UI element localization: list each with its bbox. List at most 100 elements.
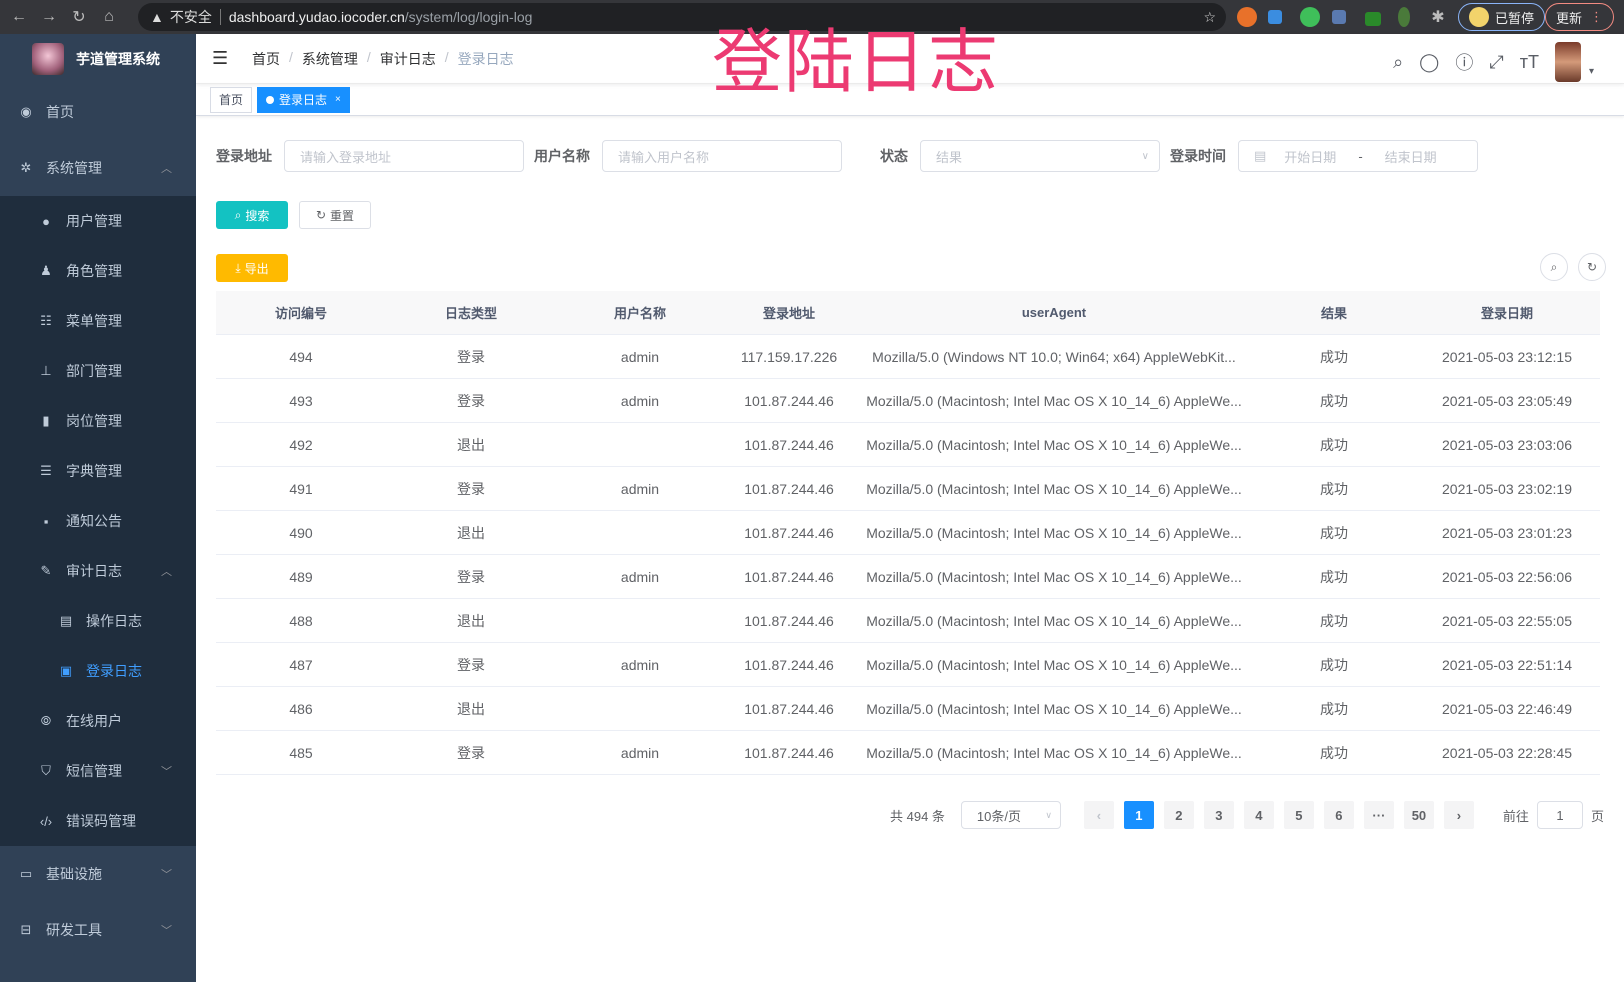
table-cell: 2021-05-03 22:28:45 xyxy=(1442,744,1572,761)
sidebar-item-online-user[interactable]: ⦾ 在线用户 xyxy=(0,696,196,746)
sidebar-item-home[interactable]: ◉ 首页 xyxy=(0,84,196,140)
post-icon: ▮ xyxy=(42,413,50,428)
extension-icon[interactable] xyxy=(1268,10,1282,24)
insecure-label: 不安全 xyxy=(169,9,212,25)
tag-login-log[interactable]: 登录日志 × xyxy=(257,86,350,113)
range-separator: - xyxy=(1358,148,1363,164)
help-icon[interactable]: ⓘ xyxy=(1455,53,1474,73)
github-icon[interactable]: ◯ xyxy=(1419,51,1440,72)
home-icon[interactable]: ⌂ xyxy=(104,8,114,25)
table-row[interactable]: 487 登录 admin 101.87.244.46 Mozilla/5.0 (Maci… xyxy=(216,643,1600,687)
table-row[interactable]: 486 退出 101.87.244.46 Mozilla/5.0 (Macintosh… xyxy=(216,687,1600,731)
page-button[interactable]: 5 xyxy=(1283,801,1314,829)
label: 基础设施 xyxy=(46,866,102,882)
sidebar-item-sms[interactable]: ⛉ 短信管理 ﹀ xyxy=(0,746,196,796)
update-button[interactable]: 更新 ⋮ xyxy=(1545,3,1615,31)
page-button[interactable]: 2 xyxy=(1163,801,1194,829)
extension-icon[interactable] xyxy=(1237,7,1257,27)
page-button[interactable]: 3 xyxy=(1203,801,1234,829)
table-row[interactable]: 493 登录 admin 101.87.244.46 Mozilla/5.0 (Maci… xyxy=(216,379,1600,423)
profile-button[interactable]: 已暂停 xyxy=(1458,3,1546,31)
table-row[interactable]: 490 退出 101.87.244.46 Mozilla/5.0 (Macintosh… xyxy=(216,511,1600,555)
page-button[interactable]: 6 xyxy=(1323,801,1354,829)
extensions-puzzle-icon[interactable]: ✱ xyxy=(1431,9,1445,26)
page-button[interactable]: 50 xyxy=(1403,801,1434,829)
table-cell: 2021-05-03 23:03:06 xyxy=(1442,436,1572,453)
bookmark-star-icon[interactable]: ☆ xyxy=(1203,8,1216,25)
export-button[interactable]: ⤓ 导出 xyxy=(216,254,288,282)
page-size-select[interactable]: 10条/页 ∨ xyxy=(960,801,1061,829)
table-row[interactable]: 492 退出 101.87.244.46 Mozilla/5.0 (Macintosh… xyxy=(216,423,1600,467)
table-cell: 485 xyxy=(289,744,313,761)
sidebar-item-login-log[interactable]: ▣ 登录日志 xyxy=(0,646,196,696)
table-cell: 101.87.244.46 xyxy=(744,480,834,497)
table-cell: 2021-05-03 23:12:15 xyxy=(1442,348,1572,365)
table-cell: 成功 xyxy=(1320,568,1348,585)
form-icon: ▤ xyxy=(59,613,73,628)
table-cell: Mozilla/5.0 (Macintosh; Intel Mac OS X 1… xyxy=(866,436,1242,453)
column-header: 登录地址 xyxy=(762,306,815,321)
sidebar-item-menu[interactable]: ☷ 菜单管理 xyxy=(0,296,196,346)
caret-down-icon[interactable]: ▾ xyxy=(1588,65,1594,77)
sidebar-item-system[interactable]: ✲ 系统管理 ︿ xyxy=(0,140,196,196)
sidebar-item-notice[interactable]: ▪ 通知公告 xyxy=(0,496,196,546)
sidebar-item-operate-log[interactable]: ▤ 操作日志 xyxy=(0,596,196,646)
update-label: 更新 xyxy=(1556,10,1583,26)
avatar[interactable] xyxy=(1554,42,1581,82)
table-row[interactable]: 494 登录 admin 117.159.17.226 Mozilla/5.0 (Win… xyxy=(216,335,1600,379)
toggle-search-icon[interactable]: ⌕ xyxy=(1540,253,1568,281)
sidebar-item-dict[interactable]: ☰ 字典管理 xyxy=(0,446,196,496)
date-range-picker[interactable]: ▤ 开始日期 - 结束日期 xyxy=(1238,140,1478,172)
address-bar[interactable]: ▲ 不安全 dashboard.yudao.iocoder.cn/system/… xyxy=(138,3,1226,31)
username-input[interactable]: 请输入用户名称 xyxy=(602,140,842,172)
table-cell: 成功 xyxy=(1320,700,1348,717)
menu-dots-icon: ⋮ xyxy=(1590,9,1604,24)
page-button[interactable]: ··· xyxy=(1363,801,1394,829)
label: 通知公告 xyxy=(66,513,122,529)
sidebar-item-user[interactable]: ● 用户管理 xyxy=(0,196,196,246)
chevron-up-icon: ︿ xyxy=(161,566,172,578)
reload-icon[interactable]: ↻ xyxy=(72,9,86,26)
sidebar-item-audit-log[interactable]: ✎ 审计日志 ︿ xyxy=(0,546,196,596)
search-form: 登录地址 请输入登录地址 用户名称 请输入用户名称 状态 结果 ∨ 登录时间 ▤ 开… xyxy=(216,140,1478,172)
sidebar-item-post[interactable]: ▮ 岗位管理 xyxy=(0,396,196,446)
refresh-icon[interactable]: ↻ xyxy=(1578,253,1606,281)
table-row[interactable]: 491 登录 admin 101.87.244.46 Mozilla/5.0 (Maci… xyxy=(216,467,1600,511)
table-cell: 成功 xyxy=(1320,348,1348,365)
search-icon[interactable]: ⌕ xyxy=(1393,51,1404,72)
table-cell: admin xyxy=(620,348,660,365)
font-size-icon[interactable]: ᴛT xyxy=(1519,51,1539,72)
search-button[interactable]: ⌕ 搜索 xyxy=(216,201,288,229)
close-icon[interactable]: × xyxy=(335,94,341,105)
extension-icon[interactable] xyxy=(1365,12,1381,26)
next-page-button[interactable]: › xyxy=(1443,801,1474,829)
extension-icon[interactable] xyxy=(1398,7,1410,27)
status-select[interactable]: 结果 ∨ xyxy=(920,140,1160,172)
breadcrumb-item[interactable]: 首页 xyxy=(252,50,280,67)
hamburger-icon[interactable]: ☰ xyxy=(212,48,229,68)
sidebar-item-tool[interactable]: ⊟ 研发工具 ﹀ xyxy=(0,902,196,958)
table-row[interactable]: 488 退出 101.87.244.46 Mozilla/5.0 (Macintosh… xyxy=(216,599,1600,643)
reset-button[interactable]: ↻ 重置 xyxy=(299,201,371,229)
sidebar-item-infra[interactable]: ▭ 基础设施 ﹀ xyxy=(0,846,196,902)
fullscreen-icon[interactable]: ⤢ xyxy=(1489,51,1504,72)
extension-icon[interactable] xyxy=(1332,10,1346,24)
code-icon: ‹/› xyxy=(39,813,53,829)
sidebar-item-error-code[interactable]: ‹/› 错误码管理 xyxy=(0,796,196,846)
forward-icon[interactable]: → xyxy=(41,8,57,25)
table-row[interactable]: 489 登录 admin 101.87.244.46 Mozilla/5.0 (Maci… xyxy=(216,555,1600,599)
page-button[interactable]: 4 xyxy=(1243,801,1274,829)
sidebar-item-dept[interactable]: ⊥ 部门管理 xyxy=(0,346,196,396)
logo[interactable]: 芋道管理系统 xyxy=(0,34,196,84)
sidebar-item-role[interactable]: ♟ 角色管理 xyxy=(0,246,196,296)
address-input[interactable]: 请输入登录地址 xyxy=(284,140,524,172)
tag-home[interactable]: 首页 xyxy=(210,86,253,113)
end-placeholder: 结束日期 xyxy=(1384,149,1437,165)
back-icon[interactable]: ← xyxy=(11,8,27,25)
goto-page-input[interactable]: 1 xyxy=(1536,801,1583,829)
extension-icon[interactable] xyxy=(1300,7,1320,27)
page-button[interactable]: 1 xyxy=(1123,801,1154,829)
prev-page-button[interactable]: ‹ xyxy=(1083,801,1114,829)
logininfor-icon: ▣ xyxy=(59,663,73,678)
table-row[interactable]: 485 登录 admin 101.87.244.46 Mozilla/5.0 (Maci… xyxy=(216,731,1600,775)
